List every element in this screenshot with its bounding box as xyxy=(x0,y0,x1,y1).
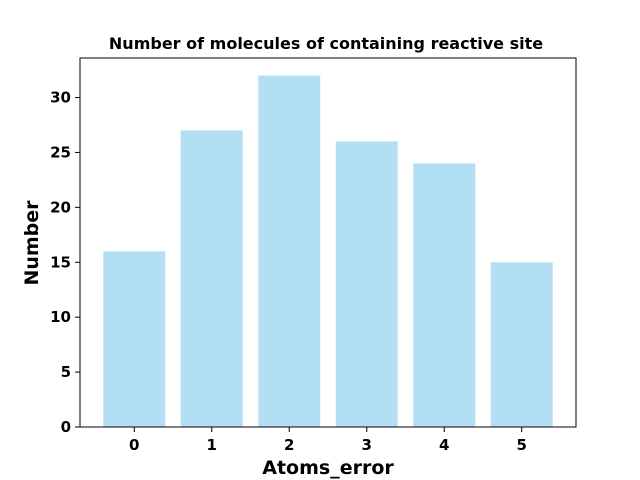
x-tick-label: 1 xyxy=(207,436,217,454)
y-tick-label: 5 xyxy=(61,363,71,381)
y-tick-label: 0 xyxy=(61,418,71,436)
plot-frame xyxy=(79,57,577,428)
bar-1 xyxy=(180,130,243,427)
bar-3 xyxy=(335,141,398,427)
x-tick-label: 3 xyxy=(362,436,372,454)
x-tick-label: 4 xyxy=(439,436,449,454)
bar-0 xyxy=(103,251,166,427)
y-tick-label: 15 xyxy=(50,253,71,271)
x-tick-label: 5 xyxy=(517,436,527,454)
bar-4 xyxy=(413,163,476,427)
y-axis: 0 5 10 15 20 25 30 xyxy=(50,89,80,436)
x-tick-label: 2 xyxy=(284,436,294,454)
x-axis: 0 1 2 3 4 5 xyxy=(129,427,527,454)
x-tick-label: 0 xyxy=(129,436,139,454)
bars-layer xyxy=(103,75,553,428)
y-axis-label: Number xyxy=(21,200,43,286)
y-tick-label: 30 xyxy=(50,89,71,107)
y-tick-label: 10 xyxy=(50,308,71,326)
bar-5 xyxy=(490,262,553,427)
y-tick-label: 20 xyxy=(50,198,71,216)
bar-2 xyxy=(258,75,321,428)
chart-title: Number of molecules of containing reacti… xyxy=(109,34,543,53)
y-tick-label: 25 xyxy=(50,143,71,161)
x-axis-label: Atoms_error xyxy=(262,457,394,479)
